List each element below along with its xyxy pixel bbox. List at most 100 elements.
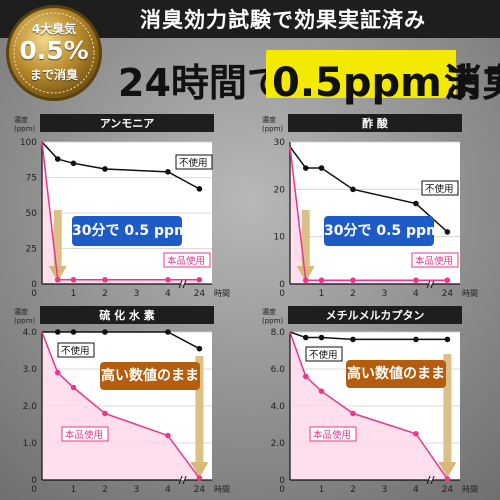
y-axis-label: (ppm) <box>14 317 35 325</box>
page-title: 消臭効力試験で効果実証済み <box>140 8 426 32</box>
drop-arrow-shaft <box>301 210 310 268</box>
y-tick-label: 3.0 <box>23 365 38 375</box>
series-label-box <box>421 180 459 196</box>
axis-break-mark <box>182 475 187 485</box>
x-tick-label: 2 <box>102 485 108 495</box>
x-axis-label: 時間 <box>214 485 230 494</box>
data-point-treated <box>413 277 419 284</box>
x-tick-label: 0 <box>31 289 37 299</box>
data-point-treated <box>102 410 108 417</box>
data-point-untreated <box>196 186 203 192</box>
y-tick-label: 0 <box>31 476 37 486</box>
data-point-treated <box>102 276 108 283</box>
x-tick-label: 24 <box>442 485 454 495</box>
data-point-untreated <box>54 156 61 162</box>
y-axis-label: 濃度 <box>14 115 28 124</box>
x-tick-label: 24 <box>194 289 206 299</box>
axis-break-mark <box>182 279 187 289</box>
x-tick-label: 4 <box>165 485 171 495</box>
chart-panel-ammonia: アンモニア 濃度 (ppm) 0 25 50 75 100 1 2 3 4 24 0 時間 不使用 本品使用 3… <box>0 112 250 302</box>
data-point-treated <box>165 276 171 283</box>
x-tick-label: 2 <box>350 485 356 495</box>
chart-title-bar <box>40 306 214 324</box>
series-label: 本品使用 <box>313 429 351 441</box>
data-point-untreated <box>54 329 61 335</box>
drop-arrow-head <box>438 462 457 478</box>
headline-part-1: 24時間で <box>118 61 285 105</box>
drop-arrow-shaft <box>53 210 62 268</box>
y-tick-label: 0 <box>279 280 285 290</box>
data-point-treated <box>350 277 356 284</box>
data-point-treated <box>302 373 309 380</box>
series-label: 不使用 <box>309 349 338 361</box>
series-label: 本品使用 <box>167 255 205 267</box>
series-line-untreated <box>289 146 448 233</box>
data-point-treated <box>413 430 419 437</box>
data-point-treated <box>54 276 61 283</box>
series-line-untreated <box>41 141 200 190</box>
data-point-treated <box>318 277 325 284</box>
data-point-treated <box>318 388 325 394</box>
x-tick-label: 1 <box>319 289 325 299</box>
x-tick-label: 3 <box>382 485 388 495</box>
series-label-box <box>57 342 95 358</box>
drop-arrow-shaft <box>443 354 452 464</box>
y-axis-label: 濃度 <box>14 307 28 316</box>
series-line-treated <box>41 141 200 281</box>
data-point-untreated <box>302 334 309 341</box>
chart-panel-acetic-acid: 酢 酸 濃度 (ppm) 0 10 20 30 1 2 3 4 24 0 時間 不使用 本品使用 30分で 0… <box>250 112 500 302</box>
data-point-untreated <box>196 345 203 352</box>
data-point-treated <box>444 277 451 284</box>
y-axis-label: 濃度 <box>262 307 276 316</box>
y-tick-label: 4.0 <box>271 402 286 412</box>
axis-break-mark <box>430 279 435 289</box>
x-axis-label: 時間 <box>462 485 478 494</box>
chart-panel-hydrogen-sulfide: 硫 化 水 素 濃度 (ppm) 0 1.0 2.0 3.0 4.0 1 2 3 4 24 0 時間 不使用本… <box>0 302 250 500</box>
data-point-treated <box>70 384 77 391</box>
y-axis-label: (ppm) <box>262 125 283 133</box>
x-tick-label: 4 <box>165 289 171 299</box>
chart-panel-methyl-mercaptan: メチルメルカプタン 濃度 (ppm) 0 2.0 4.0 6.0 8.0 1 2 3 4 24 0 時間 不使… <box>250 302 500 500</box>
x-tick-label: 1 <box>71 485 77 495</box>
chart-title-bar <box>288 114 462 132</box>
x-tick-label: 1 <box>71 289 77 299</box>
callout-methyl-mercaptan: 高い数値のまま <box>346 360 446 388</box>
data-point-untreated <box>318 334 325 341</box>
y-tick-label: 50 <box>26 209 38 219</box>
data-point-untreated <box>318 165 325 171</box>
x-tick-label: 0 <box>279 485 285 495</box>
axis-break-mark <box>178 475 183 485</box>
data-point-treated <box>70 276 77 283</box>
chart-title-bar <box>40 114 214 132</box>
drop-arrow-shaft <box>195 356 204 464</box>
data-point-untreated <box>444 336 451 343</box>
seal-line-3: まで消臭 <box>29 68 78 82</box>
x-tick-label: 1 <box>319 485 325 495</box>
data-point-untreated <box>70 329 77 335</box>
seal-line-2: 0.5% <box>19 36 89 65</box>
y-tick-label: 100 <box>20 138 37 148</box>
data-point-treated <box>302 277 309 284</box>
data-point-untreated <box>302 165 309 171</box>
callout-acetic-acid: 30分で 0.5 ppm <box>324 216 441 246</box>
data-point-treated <box>165 432 171 439</box>
series-label-box <box>305 346 343 362</box>
data-point-untreated <box>165 329 171 335</box>
series-line-treated <box>289 331 449 480</box>
x-tick-label: 2 <box>102 289 108 299</box>
y-tick-label: 75 <box>26 174 37 184</box>
y-tick-label: 30 <box>274 138 286 148</box>
y-tick-label: 25 <box>26 245 37 255</box>
x-axis-label: 時間 <box>214 289 230 298</box>
y-tick-label: 8.0 <box>271 328 286 338</box>
headline: 24時間で 0.5ppmまで 消臭 <box>118 46 500 106</box>
callout-ammonia: 30分で 0.5 ppm <box>72 216 189 246</box>
data-point-treated <box>196 475 203 481</box>
callout-hydrogen-sulfide: 高い数値のまま <box>100 362 200 390</box>
series-label-box <box>309 426 357 442</box>
data-point-untreated <box>413 200 419 207</box>
series-label-box <box>163 252 211 268</box>
chart-hydrogen-sulfide: 硫 化 水 素 濃度(ppm) 0 1.0 2.0 3.0 4.0 1 2 3 4 24 0 時間 不使用本… <box>14 306 230 495</box>
x-tick-label: 3 <box>134 289 140 299</box>
data-point-untreated <box>102 166 108 172</box>
